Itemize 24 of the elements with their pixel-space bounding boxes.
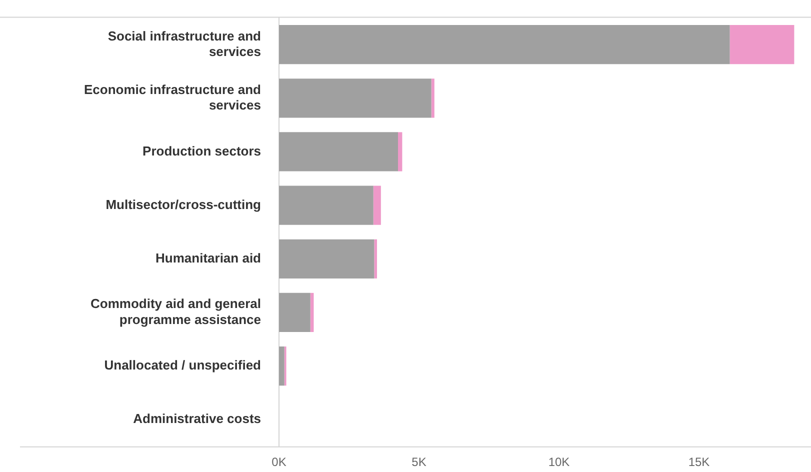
- y-tick-label: Humanitarian aid: [156, 250, 262, 266]
- bar: [279, 346, 284, 386]
- y-tick-label: Production sectors: [142, 143, 261, 158]
- bar: [374, 239, 377, 278]
- y-tick-label: Administrative costs: [133, 411, 261, 426]
- bar: [279, 25, 730, 64]
- x-tick-label: 5K: [412, 454, 426, 469]
- bar: [279, 78, 432, 118]
- y-tick-label: Unallocated / unspecified: [104, 358, 262, 373]
- bar: [373, 186, 381, 225]
- y-tick-label: Commodity aid and general programme assistance: [90, 296, 261, 327]
- x-tick-label: 15K: [688, 454, 710, 469]
- x-tick-label: 0K: [272, 454, 286, 469]
- bar: [431, 78, 434, 118]
- bar: [279, 239, 374, 278]
- bar: [398, 132, 402, 172]
- y-tick-label: Economic infrastructure and services: [84, 82, 262, 113]
- x-tick-label: 10K: [548, 454, 570, 469]
- bar: [279, 132, 398, 172]
- bar: [730, 25, 794, 64]
- y-tick-label: Multisector/cross-cutting: [106, 196, 262, 212]
- y-tick-label: Social infrastructure and services: [108, 28, 262, 59]
- bar: [279, 292, 310, 332]
- bar: [279, 186, 374, 225]
